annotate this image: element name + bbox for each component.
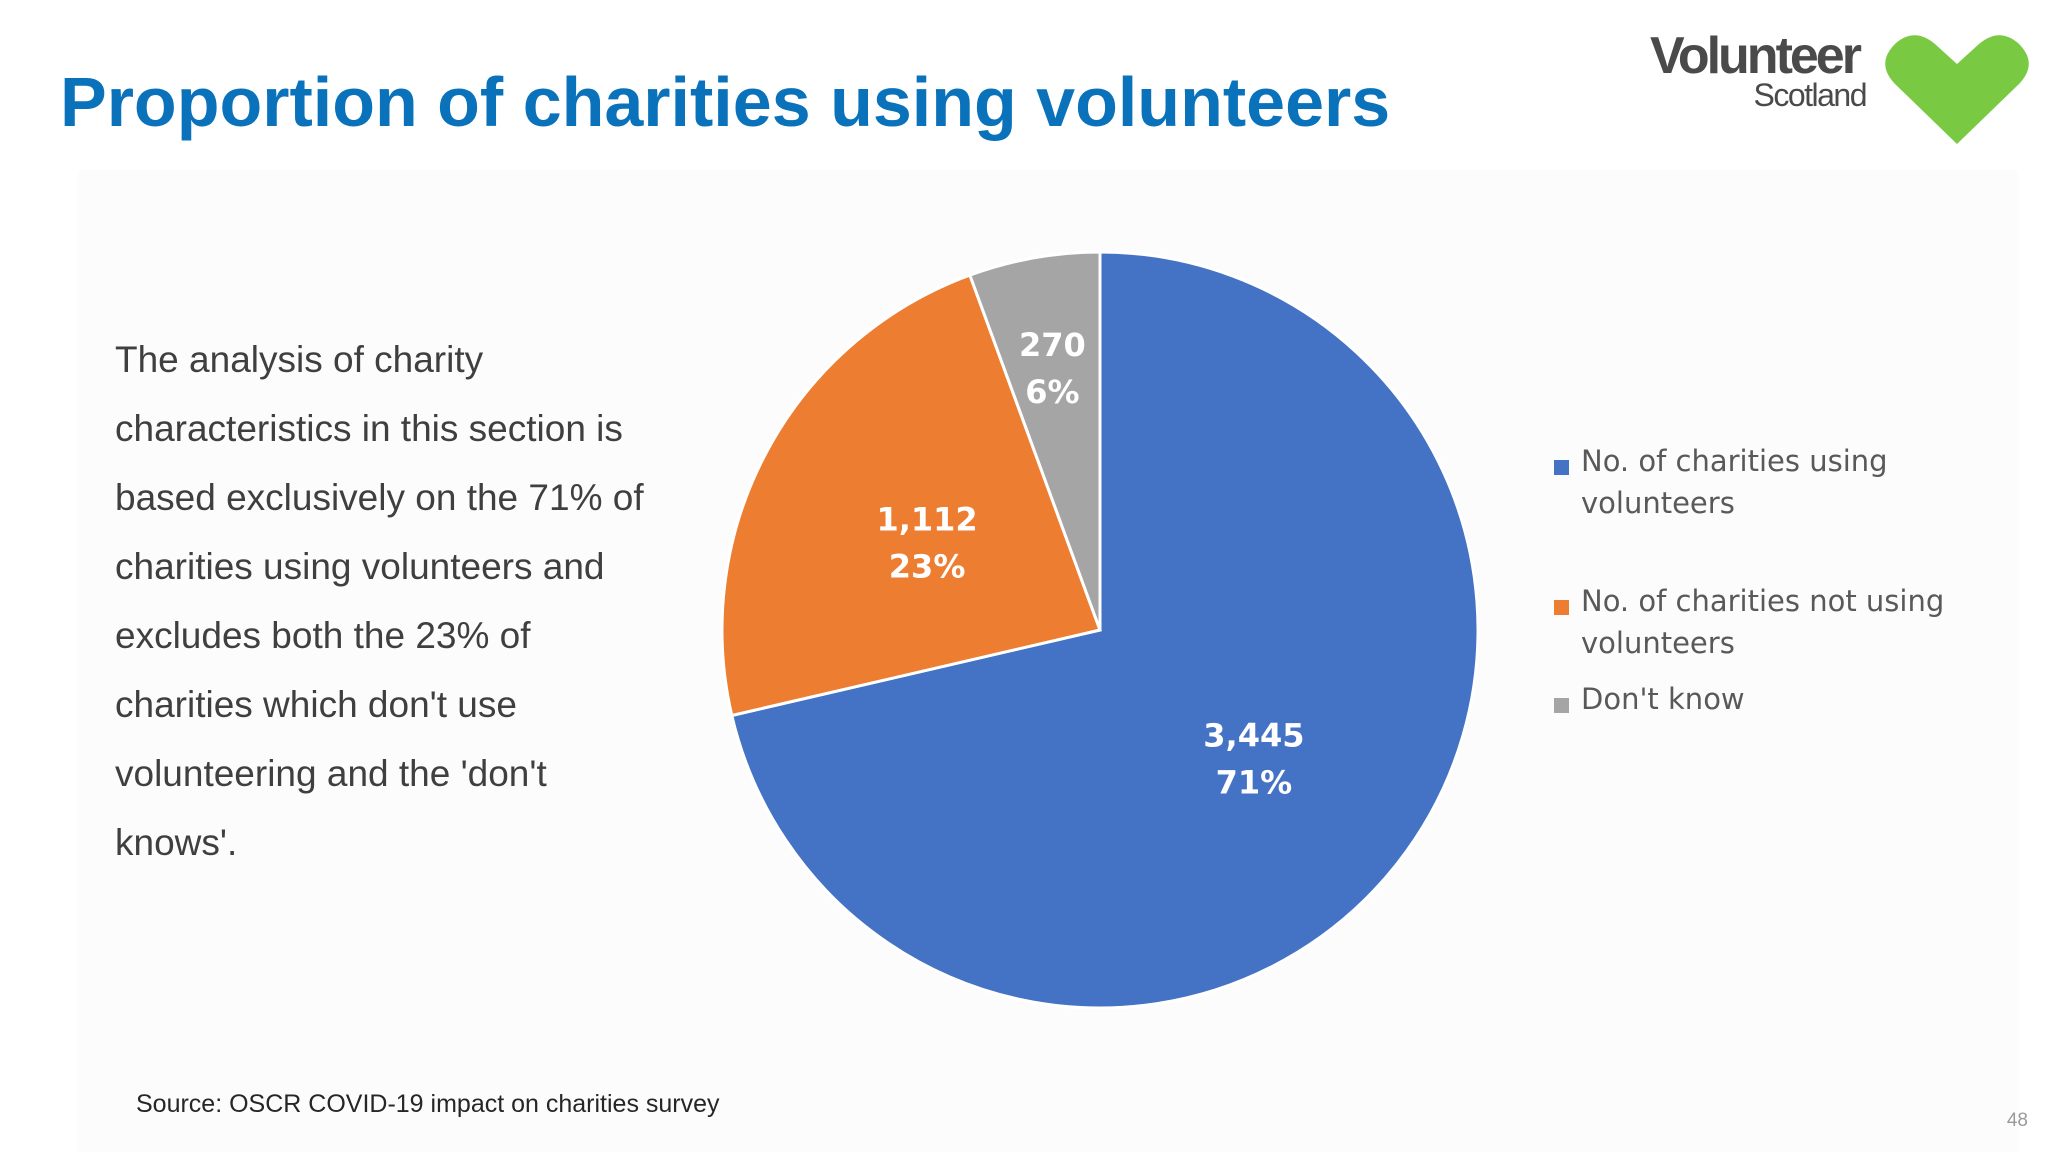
pie-slice-no-of-charities-not-using-volunteers [720,273,1102,718]
logo-wordmark: Volunteer [1650,27,1862,85]
heart-icon [1885,35,2029,144]
slice-value-label: 3,445 [1203,716,1304,754]
logo-subtitle: Scotland [1753,77,1867,113]
slice-value-label: 1,112 [876,501,977,539]
legend-label: No. of charities using volunteers [1581,444,1888,520]
slice-percent-label: 23% [889,548,966,586]
legend-swatch [1554,698,1569,713]
volunteer-scotland-logo: Volunteer Scotland [1650,22,2040,152]
slice-value-label: 270 [1019,326,1086,364]
slice-percent-label: 71% [1216,763,1293,801]
legend-swatch [1554,460,1569,475]
slide-title: Proportion of charities using volunteers [60,63,1391,141]
legend-label: No. of charities not using volunteers [1581,584,1945,660]
pie-slice-don-t-know [967,250,1102,631]
legend-label: Don't know [1581,682,1745,716]
pie-chart: 3,445 71% 1,112 23% 270 6% [720,250,1480,1010]
legend-swatch [1554,600,1569,615]
slice-percent-label: 6% [1025,373,1079,411]
page-number: 48 [2006,1110,2028,1131]
pie-slice-no-of-charities-using-volunteers [729,250,1480,1010]
source-note: Source: OSCR COVID-19 impact on charitie… [136,1090,720,1118]
analysis-description: The analysis of charity characteristics … [115,339,644,863]
